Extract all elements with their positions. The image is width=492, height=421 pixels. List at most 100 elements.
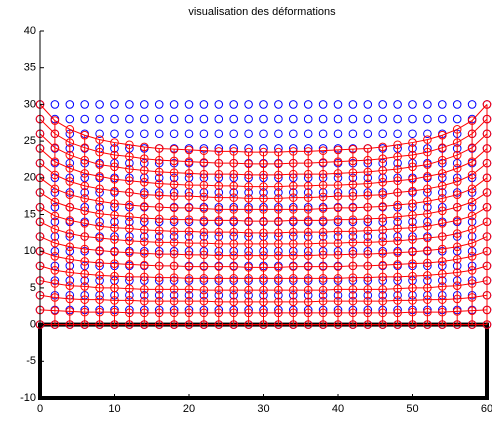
y-tick-label: 10 — [24, 245, 36, 257]
deformed-node — [423, 147, 432, 157]
deformed-node — [169, 249, 179, 259]
deformed-node — [318, 285, 328, 295]
grid-node — [199, 114, 209, 124]
deformed-node — [303, 147, 313, 156]
deformed-node — [318, 169, 328, 179]
grid-node — [244, 129, 253, 139]
deformed-node — [95, 172, 104, 181]
deformed-node — [303, 158, 313, 168]
deformed-node — [154, 191, 164, 200]
deformed-node — [482, 100, 492, 109]
deformed-node — [482, 261, 492, 271]
deformed-node — [289, 239, 298, 249]
deformed-node — [438, 320, 447, 329]
deformed-node — [423, 246, 432, 255]
deformed-node — [467, 170, 477, 180]
deformed-node — [303, 193, 313, 202]
deformed-node — [140, 154, 149, 164]
deformed-node — [452, 268, 462, 277]
deformed-node — [184, 180, 194, 190]
deformed-node — [452, 138, 462, 147]
deformed-node — [244, 147, 253, 157]
deformed-node — [259, 170, 268, 180]
deformed-node — [333, 169, 343, 178]
deformed-node — [348, 261, 358, 271]
deformed-node — [110, 296, 119, 305]
deformed-node — [467, 184, 477, 194]
deformed-node — [423, 320, 432, 329]
deformed-node — [303, 308, 313, 318]
deformed-node — [408, 186, 417, 196]
deformed-node — [259, 297, 268, 307]
deformed-node — [65, 125, 75, 134]
grid-node — [408, 100, 417, 109]
deformed-node — [452, 177, 462, 186]
deformed-node — [393, 152, 402, 161]
deformed-node — [423, 135, 432, 144]
deformed-node — [452, 254, 462, 264]
deformed-node — [482, 173, 492, 183]
deformed-node — [80, 181, 89, 191]
deformed-node — [482, 114, 492, 124]
deformed-node — [244, 170, 253, 180]
grid-node — [348, 129, 358, 139]
deformed-node — [80, 194, 89, 203]
deformed-node — [65, 177, 75, 186]
deformed-node — [110, 247, 119, 257]
deformed-node — [423, 271, 432, 280]
grid-node — [274, 129, 283, 139]
deformed-node — [259, 251, 268, 260]
grid-node — [348, 114, 358, 124]
deformed-node — [482, 320, 492, 329]
deformed-node — [50, 157, 60, 166]
deformed-node — [65, 281, 75, 290]
deformed-node — [229, 205, 238, 214]
deformed-node — [199, 296, 209, 306]
deformed-node — [303, 251, 313, 260]
deformed-node — [289, 227, 298, 237]
grid-node — [229, 114, 238, 124]
deformed-node — [393, 140, 402, 150]
deformed-node — [244, 239, 253, 249]
grid-node — [259, 129, 268, 139]
deformed-node — [95, 320, 104, 329]
deformed-node — [214, 251, 224, 260]
deformed-node — [482, 232, 492, 241]
deformed-node — [154, 202, 164, 212]
deformed-node — [303, 274, 313, 283]
grid-node — [452, 100, 462, 109]
grid-node — [408, 129, 417, 139]
deformed-node — [318, 250, 328, 260]
deformed-node — [438, 282, 447, 291]
deformed-node — [393, 164, 402, 174]
deformed-node — [333, 191, 343, 201]
deformed-node — [184, 308, 194, 318]
deformed-node — [244, 308, 253, 318]
deformed-node — [348, 227, 358, 236]
deformed-node — [452, 190, 462, 199]
deformed-node — [289, 297, 298, 307]
deformed-node — [65, 307, 75, 316]
deformed-node — [274, 320, 283, 329]
deformed-node — [154, 308, 164, 318]
deformed-node — [110, 307, 119, 317]
deformed-node — [199, 227, 209, 237]
deformed-node — [140, 202, 149, 211]
deformed-node — [438, 232, 447, 241]
deformed-node — [303, 227, 313, 237]
deformed-node — [154, 261, 164, 271]
deformed-node — [244, 297, 253, 307]
grid-node — [229, 129, 238, 139]
deformed-node — [289, 262, 298, 271]
deformed-node — [154, 285, 164, 294]
deformed-node — [199, 262, 209, 271]
deformed-node — [289, 158, 298, 168]
deformed-node — [184, 238, 194, 248]
deformed-node — [333, 250, 343, 260]
grid-node — [303, 129, 313, 139]
deformed-node — [363, 202, 373, 212]
deformed-node — [467, 211, 477, 221]
deformed-node — [110, 186, 119, 196]
deformed-node — [50, 306, 60, 315]
deformed-node — [244, 320, 253, 329]
